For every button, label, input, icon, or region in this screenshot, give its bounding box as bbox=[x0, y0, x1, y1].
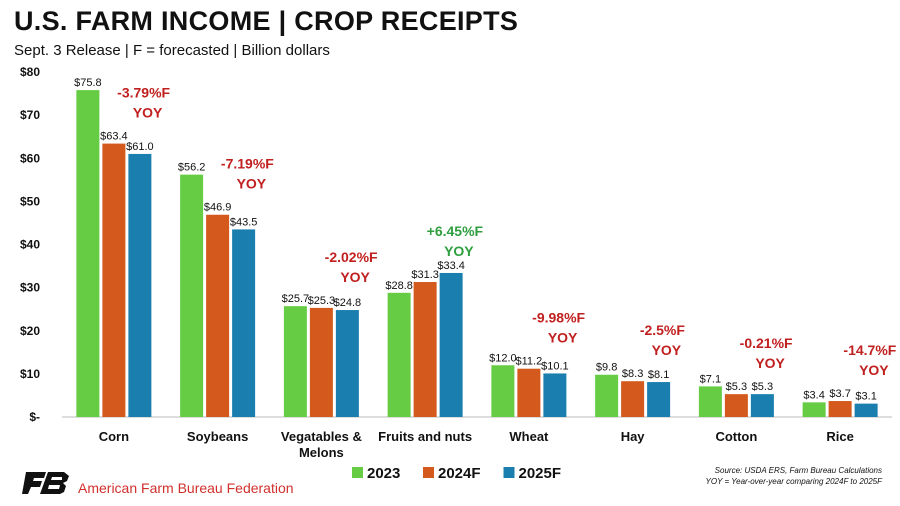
data-label: $12.0 bbox=[489, 352, 517, 364]
data-label: $61.0 bbox=[126, 141, 154, 153]
y-tick-label: $80 bbox=[20, 65, 40, 79]
data-label: $25.3 bbox=[308, 295, 336, 307]
bar-2024f bbox=[621, 381, 645, 417]
bar-2025f bbox=[647, 382, 671, 417]
bar-2024f bbox=[724, 394, 748, 417]
bar-2024f bbox=[102, 143, 126, 417]
organization-name: American Farm Bureau Federation bbox=[78, 480, 294, 496]
bar-2023 bbox=[698, 386, 722, 417]
data-label: $28.8 bbox=[385, 280, 413, 292]
yoy-percent-annotation: -9.98%F bbox=[532, 310, 585, 326]
bar-2025f bbox=[439, 272, 463, 417]
yoy-percent-annotation: -0.21%F bbox=[740, 335, 793, 351]
legend-swatch-2024f bbox=[423, 467, 434, 478]
bar-2025f bbox=[543, 373, 567, 417]
y-tick-label: $10 bbox=[20, 367, 40, 381]
bar-2023 bbox=[802, 402, 826, 417]
bar-2024f bbox=[206, 214, 230, 417]
data-label: $25.7 bbox=[282, 293, 310, 305]
category-label: Hay bbox=[621, 429, 646, 444]
legend-label: 2024F bbox=[438, 465, 481, 482]
farm-bureau-logo-icon bbox=[22, 472, 69, 494]
data-label: $8.1 bbox=[648, 369, 669, 381]
category-label: Soybeans bbox=[187, 429, 248, 444]
chart-subtitle: Sept. 3 Release | F = forecasted | Billi… bbox=[14, 42, 330, 59]
bar-2024f bbox=[413, 282, 437, 417]
bar-2024f bbox=[309, 307, 333, 417]
bar-2023 bbox=[595, 374, 619, 417]
yoy-suffix-annotation: YOY bbox=[859, 362, 889, 378]
category-label: Cotton bbox=[715, 429, 757, 444]
yoy-suffix-annotation: YOY bbox=[548, 330, 578, 346]
data-label: $56.2 bbox=[178, 162, 206, 174]
data-label: $31.3 bbox=[411, 269, 439, 281]
yoy-percent-annotation: -2.02%F bbox=[325, 249, 378, 265]
category-label: Fruits and nuts bbox=[378, 429, 472, 444]
legend-swatch-2023 bbox=[352, 467, 363, 478]
legend-swatch-2025f bbox=[503, 467, 515, 478]
category-label: Rice bbox=[826, 429, 853, 444]
bar-2024f bbox=[517, 368, 541, 417]
data-label: $33.4 bbox=[437, 260, 465, 272]
yoy-definition-line: YOY = Year-over-year comparing 2024F to … bbox=[705, 477, 882, 486]
yoy-suffix-annotation: YOY bbox=[340, 269, 370, 285]
data-label: $24.8 bbox=[334, 297, 362, 309]
bar-2023 bbox=[76, 90, 100, 418]
bar-2025f bbox=[128, 153, 152, 417]
source-note: Source: USDA ERS, Farm Bureau Calculatio… bbox=[706, 465, 882, 487]
y-tick-label: $- bbox=[29, 410, 40, 424]
y-tick-label: $20 bbox=[20, 324, 40, 338]
data-label: $11.2 bbox=[516, 356, 543, 368]
bar-2025f bbox=[335, 310, 359, 417]
bar-2025f bbox=[750, 394, 774, 417]
bar-2023 bbox=[387, 292, 411, 417]
y-tick-label: $70 bbox=[20, 108, 40, 122]
yoy-percent-annotation: -3.79%F bbox=[117, 85, 170, 101]
bar-2023 bbox=[283, 306, 307, 417]
legend-label: 2025F bbox=[519, 465, 562, 482]
yoy-percent-annotation: -2.5%F bbox=[640, 322, 686, 338]
data-label: $46.9 bbox=[204, 202, 232, 214]
bar-2024f bbox=[828, 401, 852, 417]
data-label: $9.8 bbox=[596, 362, 617, 374]
bar-2025f bbox=[854, 403, 878, 417]
legend-label: 2023 bbox=[367, 465, 400, 482]
data-label: $8.3 bbox=[622, 368, 643, 380]
source-line: Source: USDA ERS, Farm Bureau Calculatio… bbox=[714, 466, 882, 475]
yoy-suffix-annotation: YOY bbox=[444, 243, 474, 259]
y-tick-label: $40 bbox=[20, 238, 40, 252]
data-label: $43.5 bbox=[230, 216, 258, 228]
yoy-percent-annotation: -7.19%F bbox=[221, 156, 274, 172]
data-label: $3.4 bbox=[803, 389, 824, 401]
bar-2023 bbox=[180, 174, 204, 417]
yoy-suffix-annotation: YOY bbox=[755, 355, 785, 371]
y-tick-label: $30 bbox=[20, 281, 40, 295]
yoy-suffix-annotation: YOY bbox=[237, 176, 267, 192]
yoy-percent-annotation: -14.7%F bbox=[843, 342, 896, 358]
yoy-suffix-annotation: YOY bbox=[133, 105, 163, 121]
category-label: Corn bbox=[99, 429, 129, 444]
data-label: $7.1 bbox=[700, 373, 721, 385]
data-label: $5.3 bbox=[752, 381, 773, 393]
bar-2025f bbox=[232, 229, 256, 417]
data-label: $3.7 bbox=[829, 388, 850, 400]
yoy-percent-annotation: +6.45%F bbox=[427, 223, 484, 239]
category-label: Melons bbox=[299, 445, 344, 460]
data-label: $10.1 bbox=[541, 360, 569, 372]
chart-title: U.S. FARM INCOME | CROP RECEIPTS bbox=[14, 6, 519, 36]
category-label: Vegatables & bbox=[281, 429, 362, 444]
y-tick-label: $50 bbox=[20, 194, 40, 208]
data-label: $5.3 bbox=[726, 381, 747, 393]
data-label: $75.8 bbox=[74, 77, 102, 89]
data-label: $63.4 bbox=[100, 131, 128, 143]
data-label: $3.1 bbox=[855, 391, 876, 403]
bar-2023 bbox=[491, 365, 515, 417]
yoy-suffix-annotation: YOY bbox=[652, 342, 682, 358]
category-label: Wheat bbox=[509, 429, 549, 444]
y-tick-label: $60 bbox=[20, 151, 40, 165]
